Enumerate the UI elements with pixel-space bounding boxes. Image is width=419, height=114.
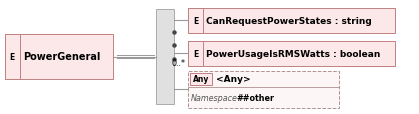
Text: Namespace: Namespace xyxy=(191,93,238,102)
Text: Any: Any xyxy=(193,75,210,84)
Text: PowerUsageIsRMSWatts : boolean: PowerUsageIsRMSWatts : boolean xyxy=(206,49,380,58)
Text: PowerGeneral: PowerGeneral xyxy=(23,52,100,62)
FancyBboxPatch shape xyxy=(188,41,395,66)
FancyBboxPatch shape xyxy=(188,41,203,66)
FancyBboxPatch shape xyxy=(5,34,20,80)
FancyBboxPatch shape xyxy=(188,9,395,33)
Text: E: E xyxy=(10,53,15,61)
FancyBboxPatch shape xyxy=(190,74,212,85)
FancyBboxPatch shape xyxy=(188,9,203,33)
FancyBboxPatch shape xyxy=(188,72,339,108)
FancyBboxPatch shape xyxy=(5,34,114,80)
Text: <Any>: <Any> xyxy=(215,75,250,84)
Text: E: E xyxy=(193,17,198,25)
Text: ##other: ##other xyxy=(236,93,274,102)
Text: 0..*: 0..* xyxy=(172,58,186,67)
FancyBboxPatch shape xyxy=(155,10,174,104)
Text: E: E xyxy=(193,49,198,58)
Text: CanRequestPowerStates : string: CanRequestPowerStates : string xyxy=(206,17,372,25)
